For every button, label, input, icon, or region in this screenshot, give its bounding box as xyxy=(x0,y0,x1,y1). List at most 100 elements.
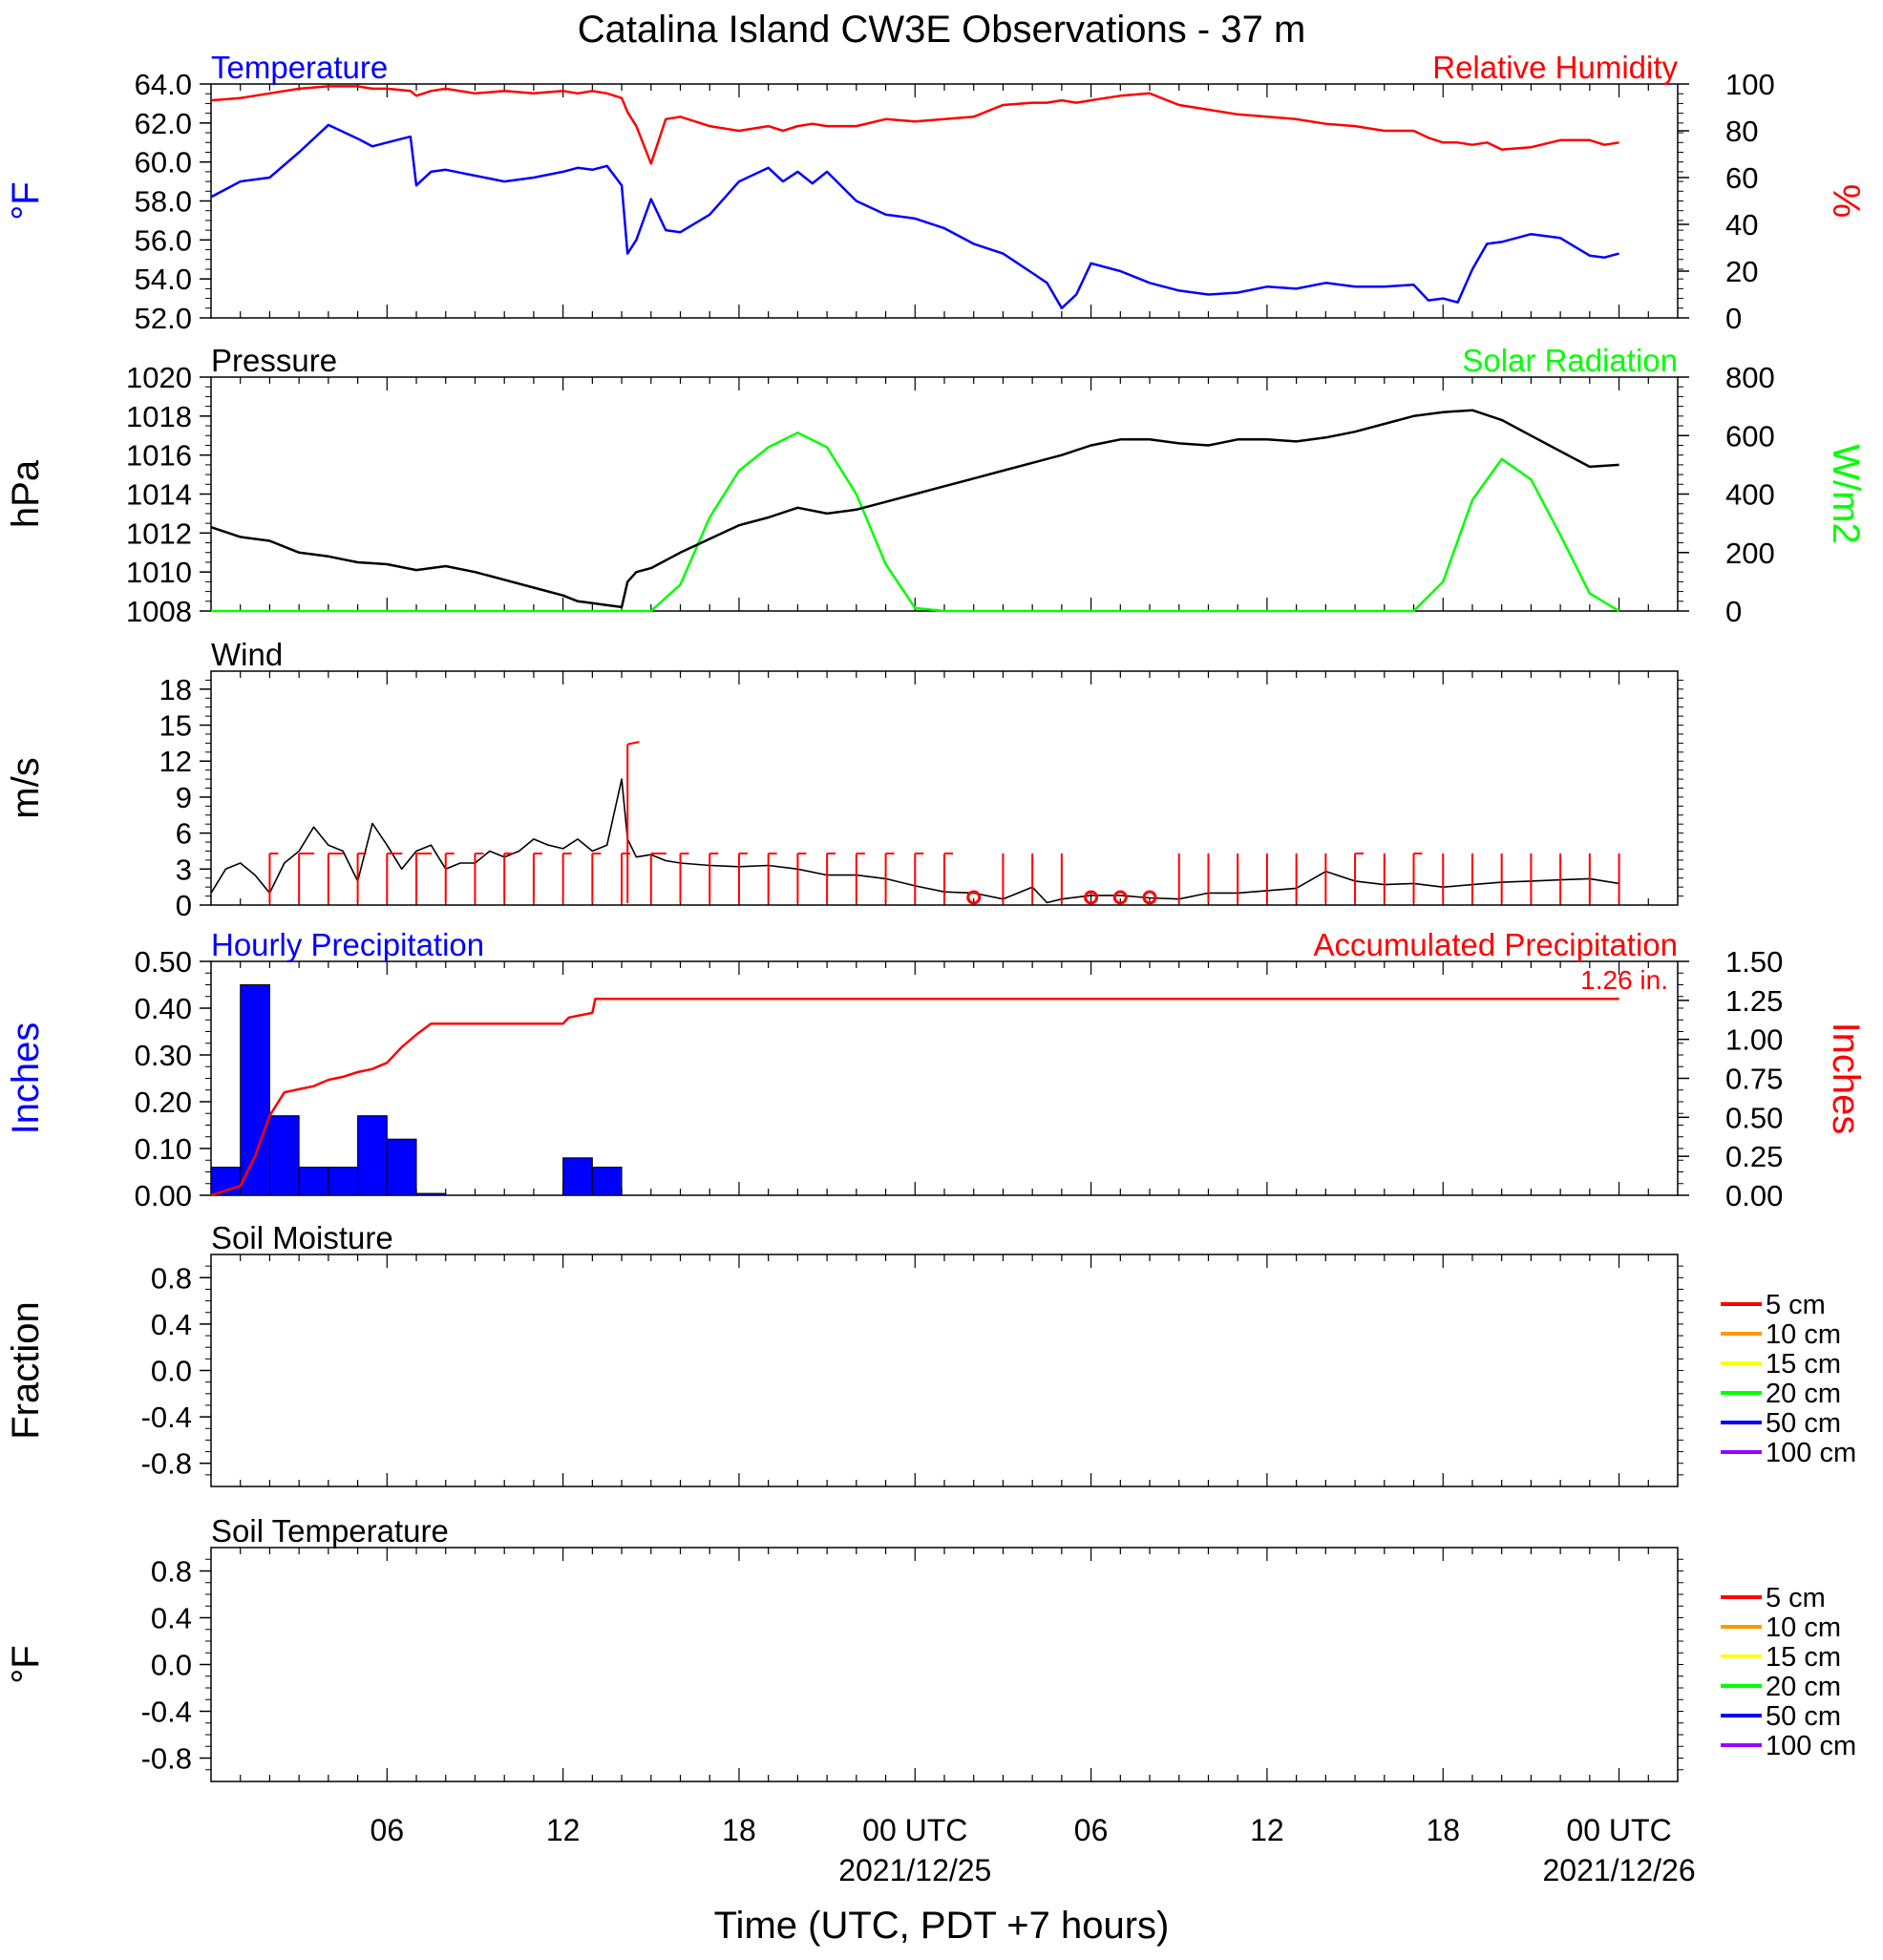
y-tick-label-left: 56.0 xyxy=(135,223,192,257)
y-tick-label-left: 0.30 xyxy=(135,1039,192,1072)
legend-label: 15 cm xyxy=(1766,1349,1841,1380)
calm-wind-marker xyxy=(1142,890,1157,905)
y-tick-label-left: -0.8 xyxy=(141,1447,192,1481)
y-tick-label-left: 15 xyxy=(159,709,192,743)
y-tick-label-left: 52.0 xyxy=(135,302,192,335)
panel-1: Temperature Relative Humidity 52.0 54.0 56.0… xyxy=(5,50,1867,335)
y-tick-label-left: 6 xyxy=(176,817,192,851)
calm-wind-marker xyxy=(966,890,982,905)
y-tick-label-right: 800 xyxy=(1725,361,1775,394)
precip-bar xyxy=(562,1157,593,1196)
y-tick-label-left: 0 xyxy=(176,889,192,922)
legend-label: 50 cm xyxy=(1766,1408,1841,1439)
y-tick-label-right: 0 xyxy=(1725,302,1742,335)
calm-wind-marker xyxy=(1112,890,1128,905)
panel-right-title: Accumulated Precipitation xyxy=(1313,927,1678,962)
panel-4: Hourly Precipitation Accumulated Precipit… xyxy=(5,927,1867,1212)
y-tick-label-left: 54.0 xyxy=(135,263,192,296)
x-tick-labels: 06 12 18 00 UTC 2021/12/25 06 12 18 00 UTC 2021/1… xyxy=(370,1813,1696,1887)
precip-bar xyxy=(298,1167,329,1196)
legend-label: 20 cm xyxy=(1766,1672,1841,1702)
y-tick-label-left: 0.10 xyxy=(135,1132,192,1166)
legend-label: 50 cm xyxy=(1766,1701,1841,1732)
precip-bar xyxy=(268,1115,300,1196)
legend-label: 15 cm xyxy=(1766,1642,1841,1673)
y-tick-label-left: 0.20 xyxy=(135,1085,192,1119)
y-tick-label-right: 1.50 xyxy=(1725,945,1783,979)
legend-label: 100 cm xyxy=(1766,1438,1856,1468)
y-tick-label-left: 12 xyxy=(159,745,192,778)
y-tick-label-right: 0.25 xyxy=(1725,1140,1783,1173)
y-tick-label-left: 1008 xyxy=(126,595,192,628)
y-axis-label-left: hPa xyxy=(5,459,47,528)
x-tick-label: 12 xyxy=(546,1813,581,1847)
y-tick-label-left: 0.40 xyxy=(135,992,192,1025)
panel-left-title: Hourly Precipitation xyxy=(211,927,484,962)
y-tick-label-right: 200 xyxy=(1725,537,1775,570)
precip-bar xyxy=(591,1167,623,1196)
panel-5: Soil Moisture -0.8 -0.4 0.0 0.4 0.8 Fraction 5 … xyxy=(5,1220,1856,1487)
y-tick-label-left: 1020 xyxy=(126,361,192,394)
figure-title: Catalina Island CW3E Observations - 37 m xyxy=(578,9,1306,51)
pressure-line xyxy=(210,409,1619,609)
y-tick-label-left: 0.00 xyxy=(135,1179,192,1212)
y-tick-label-left: 1016 xyxy=(126,439,192,473)
x-tick-label: 00 UTC xyxy=(1566,1813,1671,1847)
x-tick-label: 12 xyxy=(1250,1813,1284,1847)
y-axis-label-left: Fraction xyxy=(5,1301,47,1440)
y-axis-label-left: °F xyxy=(5,181,47,220)
x-tick-label: 18 xyxy=(1426,1813,1460,1847)
precip-bar xyxy=(328,1167,359,1196)
y-tick-label-right: 80 xyxy=(1725,115,1758,148)
y-tick-label-left: 1014 xyxy=(126,478,192,512)
y-tick-label-left: 0.8 xyxy=(151,1261,192,1295)
y-tick-label-right: 20 xyxy=(1725,255,1758,288)
y-axis-label-right: % xyxy=(1825,184,1867,219)
accumulated-precip-line xyxy=(210,997,1619,1197)
y-axis-label-left: °F xyxy=(5,1645,47,1683)
y-tick-label-left: 9 xyxy=(176,781,192,814)
panel-right-title: Solar Radiation xyxy=(1462,343,1678,378)
calm-wind-marker xyxy=(1084,890,1099,905)
y-tick-label-left: 0.0 xyxy=(151,1649,192,1682)
y-tick-label-right: 0.00 xyxy=(1725,1179,1783,1212)
y-axis-label-left: Inches xyxy=(5,1022,47,1135)
legend-label: 20 cm xyxy=(1766,1379,1841,1409)
y-tick-label-left: 0.0 xyxy=(151,1355,192,1388)
wind-barb-gust-flag xyxy=(627,741,640,746)
panel-left-title: Pressure xyxy=(211,343,337,378)
y-tick-label-right: 600 xyxy=(1725,419,1775,453)
legend-label: 10 cm xyxy=(1766,1319,1841,1350)
accumulated-total-label: 1.26 in. xyxy=(1580,965,1668,995)
precip-bar xyxy=(415,1192,447,1196)
y-tick-label-left: 1018 xyxy=(126,400,192,433)
x-date-label: 2021/12/25 xyxy=(838,1853,991,1887)
y-axis-label-left: m/s xyxy=(5,757,47,818)
x-tick-label: 06 xyxy=(370,1813,405,1847)
y-tick-label-left: -0.4 xyxy=(141,1696,192,1729)
y-axis-label-right: Inches xyxy=(1825,1022,1867,1135)
x-tick-label: 18 xyxy=(722,1813,756,1847)
precip-bar xyxy=(240,984,270,1196)
humidity-line xyxy=(210,85,1619,165)
plot-frame xyxy=(210,1254,1679,1487)
legend-label: 5 cm xyxy=(1766,1583,1826,1613)
x-date-label: 2021/12/26 xyxy=(1542,1853,1695,1887)
panel-left-title: Soil Temperature xyxy=(211,1513,449,1549)
y-tick-label-left: 1010 xyxy=(126,556,192,589)
y-tick-label-left: -0.4 xyxy=(141,1401,192,1434)
precip-bar xyxy=(357,1115,388,1196)
y-axis-label-right: W/m2 xyxy=(1825,444,1867,543)
x-tick-label: 00 UTC xyxy=(862,1813,967,1847)
y-tick-label-left: 0.8 xyxy=(151,1555,192,1589)
y-tick-label-left: 3 xyxy=(176,853,192,886)
y-tick-label-left: 1012 xyxy=(126,516,192,550)
y-tick-label-left: 62.0 xyxy=(135,107,192,140)
precip-bar xyxy=(386,1138,417,1196)
y-tick-label-left: -0.8 xyxy=(141,1742,192,1776)
panel-right-title: Relative Humidity xyxy=(1432,50,1678,85)
y-tick-label-right: 1.25 xyxy=(1725,984,1783,1018)
x-axis-label: Time (UTC, PDT +7 hours) xyxy=(714,1905,1170,1947)
